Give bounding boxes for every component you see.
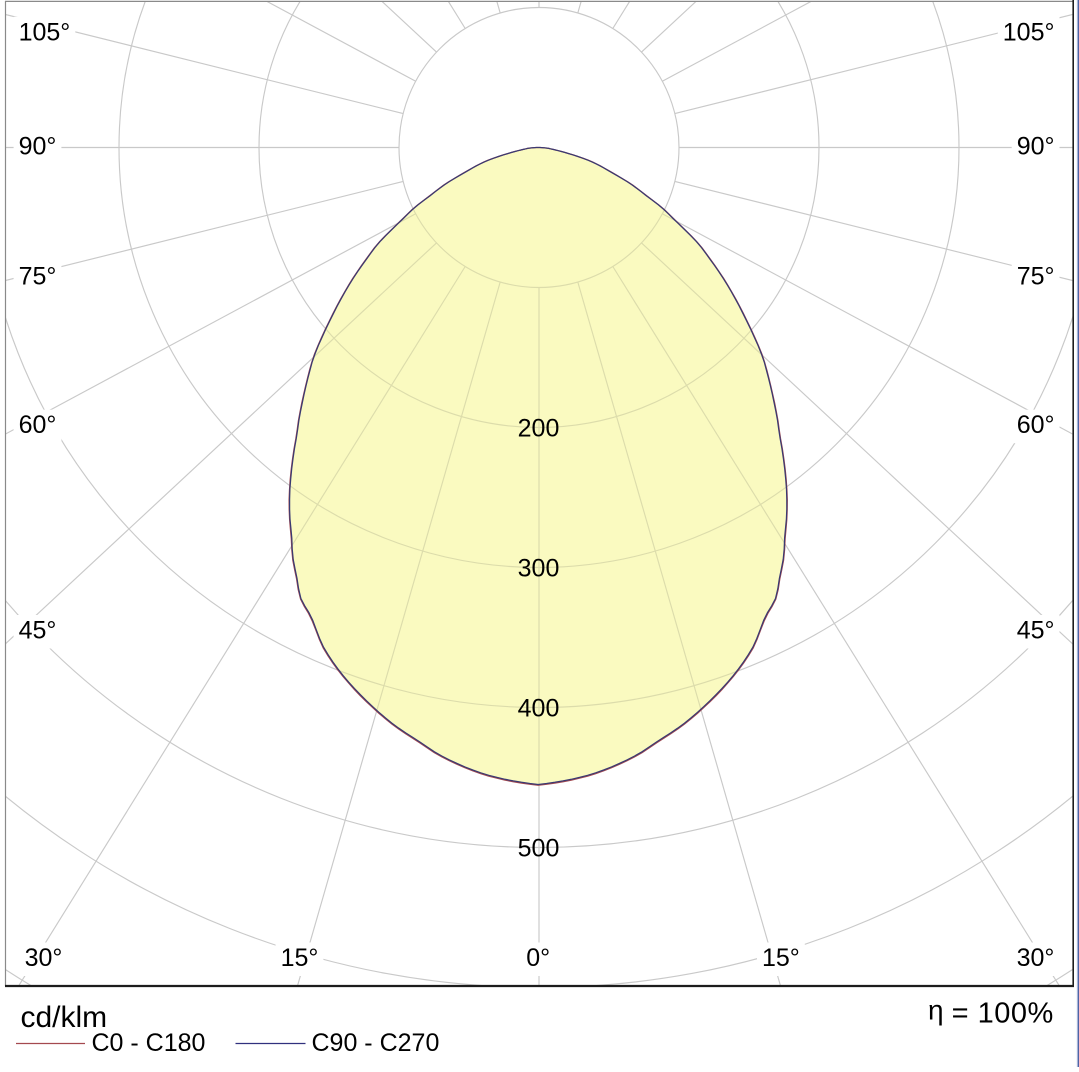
svg-text:= 100%: = 100% — [952, 997, 1054, 1029]
svg-text:105°: 105° — [1003, 18, 1055, 46]
svg-text:75°: 75° — [1017, 262, 1055, 290]
svg-text:45°: 45° — [19, 617, 57, 645]
svg-text:η: η — [928, 995, 944, 1026]
svg-text:60°: 60° — [1017, 411, 1055, 439]
svg-text:90°: 90° — [1017, 133, 1055, 161]
svg-text:300: 300 — [518, 555, 560, 583]
svg-text:90°: 90° — [19, 133, 57, 161]
svg-text:C90 - C270: C90 - C270 — [312, 1029, 440, 1057]
svg-text:C0 - C180: C0 - C180 — [92, 1029, 206, 1057]
svg-text:0°: 0° — [526, 944, 550, 972]
svg-text:200: 200 — [518, 415, 560, 443]
svg-text:60°: 60° — [19, 411, 57, 439]
svg-text:105°: 105° — [19, 18, 71, 46]
svg-text:15°: 15° — [762, 944, 800, 972]
svg-text:15°: 15° — [281, 944, 319, 972]
svg-text:75°: 75° — [19, 262, 57, 290]
svg-text:500: 500 — [518, 835, 560, 863]
svg-text:30°: 30° — [25, 944, 63, 972]
svg-text:45°: 45° — [1017, 617, 1055, 645]
svg-text:30°: 30° — [1017, 944, 1055, 972]
svg-text:400: 400 — [518, 695, 560, 723]
